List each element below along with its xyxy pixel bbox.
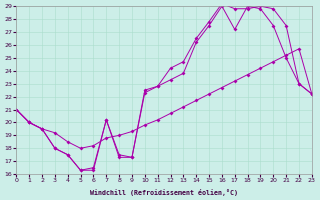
X-axis label: Windchill (Refroidissement éolien,°C): Windchill (Refroidissement éolien,°C) [90, 189, 238, 196]
